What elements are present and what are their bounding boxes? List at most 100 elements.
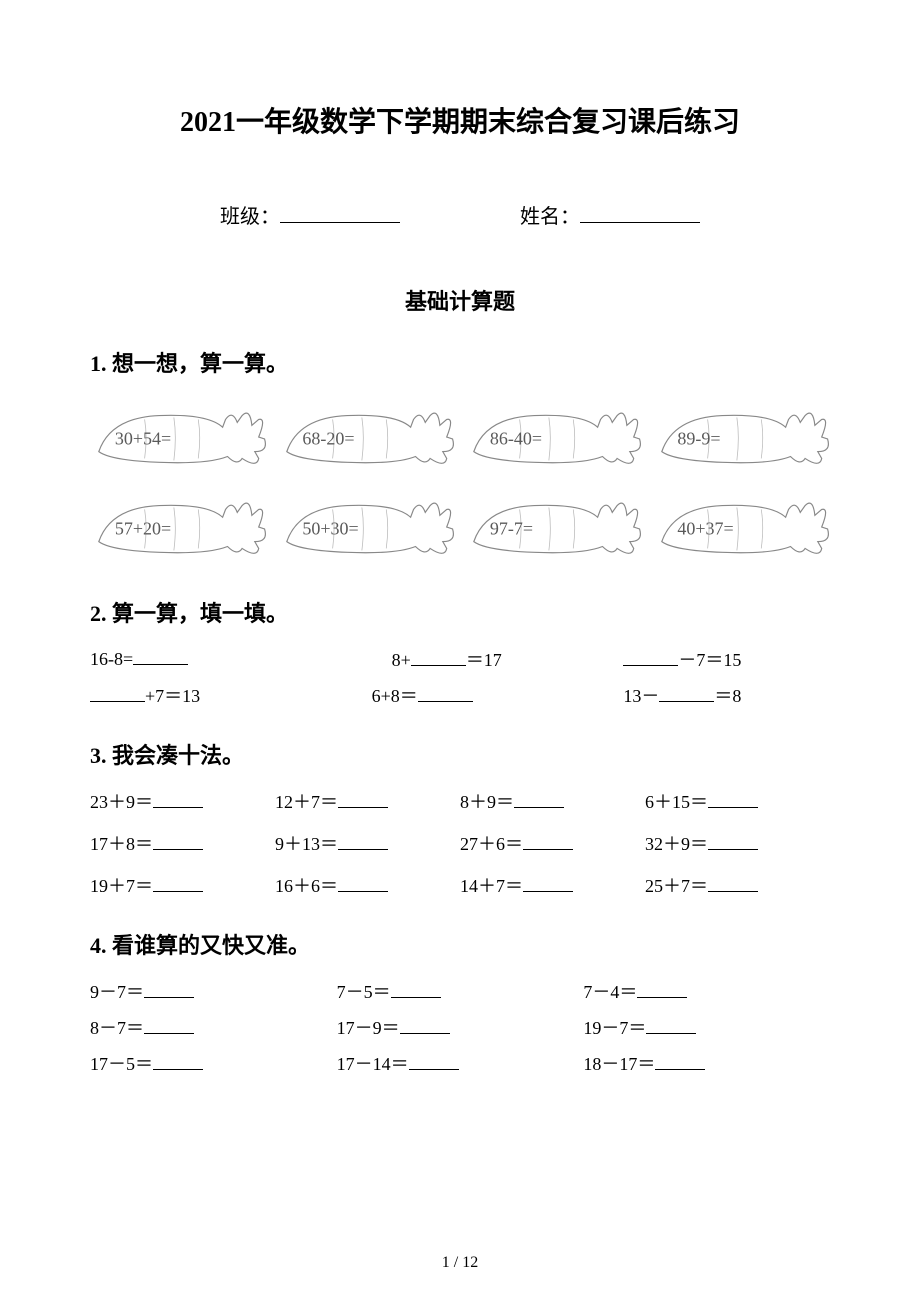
carrot-expression: 68-20= (302, 429, 354, 450)
answer-blank[interactable] (153, 873, 203, 892)
answer-blank[interactable] (153, 789, 203, 808)
page: 2021一年级数学下学期期末综合复习课后练习 班级： 姓名： 基础计算题 1. … (0, 0, 920, 1302)
answer-blank[interactable] (708, 789, 758, 808)
answer-blank[interactable] (133, 646, 188, 665)
carrot-expression: 86-40= (490, 429, 542, 450)
answer-blank[interactable] (659, 683, 714, 702)
answer-blank[interactable] (391, 979, 441, 998)
expr-pre: 13－ (623, 686, 659, 706)
expr: 18－17＝ (583, 1054, 655, 1074)
q4-grid: 9－7＝ 7－5＝ 7－4＝ 8－7＝ 17－9＝ 19－7＝ 17－5＝ 17… (90, 978, 830, 1076)
carrot-expression: 97-7= (490, 519, 533, 540)
answer-blank[interactable] (523, 831, 573, 850)
class-input-line[interactable] (280, 200, 400, 223)
expr-post: ＝8 (714, 686, 741, 706)
class-field: 班级： (220, 200, 400, 229)
answer-blank[interactable] (338, 789, 388, 808)
expr: 12＋7＝ (275, 792, 338, 812)
answer-blank[interactable] (637, 979, 687, 998)
q4-cell: 7－4＝ (583, 978, 830, 1004)
expr: 25＋7＝ (645, 876, 708, 896)
answer-blank[interactable] (418, 683, 473, 702)
answer-blank[interactable] (411, 647, 466, 666)
q4-cell: 19－7＝ (583, 1014, 830, 1040)
expr: 32＋9＝ (645, 834, 708, 854)
expr: 17＋8＝ (90, 834, 153, 854)
answer-blank[interactable] (400, 1015, 450, 1034)
answer-blank[interactable] (708, 873, 758, 892)
q3-cell: 8＋9＝ (460, 788, 645, 814)
q3-cell: 6＋15＝ (645, 788, 830, 814)
q1-grid: 30+54= 68-20= 86-40= 89-9= 57+20= 50+30=… (90, 398, 830, 566)
answer-blank[interactable] (646, 1015, 696, 1034)
q4-heading: 4. 看谁算的又快又准。 (90, 928, 830, 960)
answer-blank[interactable] (338, 831, 388, 850)
q2-cell: +7＝13 (90, 682, 337, 708)
expr: 23＋9＝ (90, 792, 153, 812)
q3-cell: 14＋7＝ (460, 872, 645, 898)
q2-heading: 2. 算一算，填一填。 (90, 596, 830, 628)
q4-cell: 17－5＝ (90, 1050, 337, 1076)
q2-grid: 16-8= 8+＝17 －7＝15 +7＝13 6+8＝ 13－＝8 (90, 646, 830, 708)
expr: 6＋15＝ (645, 792, 708, 812)
q3-cell: 23＋9＝ (90, 788, 275, 814)
carrot-item: 57+20= (90, 488, 268, 566)
section-subtitle: 基础计算题 (90, 284, 830, 316)
answer-blank[interactable] (514, 789, 564, 808)
q2-cell: －7＝15 (583, 646, 830, 672)
expr: 7－4＝ (583, 982, 637, 1002)
answer-blank[interactable] (708, 831, 758, 850)
answer-blank[interactable] (153, 1051, 203, 1070)
carrot-item: 30+54= (90, 398, 268, 476)
answer-blank[interactable] (409, 1051, 459, 1070)
expr: 17－14＝ (337, 1054, 409, 1074)
expr: 9－7＝ (90, 982, 144, 1002)
q2-cell: 6+8＝ (337, 682, 584, 708)
expr: 14＋7＝ (460, 876, 523, 896)
carrot-item: 40+37= (653, 488, 831, 566)
answer-blank[interactable] (144, 979, 194, 998)
q4-cell: 17－9＝ (337, 1014, 584, 1040)
answer-blank[interactable] (90, 683, 145, 702)
expr: 16＋6＝ (275, 876, 338, 896)
page-title: 2021一年级数学下学期期末综合复习课后练习 (90, 100, 830, 140)
answer-blank[interactable] (523, 873, 573, 892)
carrot-expression: 30+54= (115, 429, 171, 450)
expr: 19－7＝ (583, 1018, 646, 1038)
name-input-line[interactable] (580, 200, 700, 223)
answer-blank[interactable] (655, 1051, 705, 1070)
q4-cell: 8－7＝ (90, 1014, 337, 1040)
carrot-item: 97-7= (465, 488, 643, 566)
page-number: 1 / 12 (0, 1254, 920, 1272)
carrot-item: 68-20= (278, 398, 456, 476)
answer-blank[interactable] (153, 831, 203, 850)
q3-cell: 19＋7＝ (90, 872, 275, 898)
q3-grid: 23＋9＝ 12＋7＝ 8＋9＝ 6＋15＝ 17＋8＝ 9＋13＝ 27＋6＝… (90, 788, 830, 898)
carrot-item: 50+30= (278, 488, 456, 566)
expr-post: －7＝15 (678, 650, 741, 670)
q4-cell: 18－17＝ (583, 1050, 830, 1076)
expr: 8＋9＝ (460, 792, 514, 812)
q2-cell: 13－ ＝8 (583, 682, 830, 708)
name-field: 姓名： (520, 200, 700, 229)
q3-cell: 16＋6＝ (275, 872, 460, 898)
carrot-expression: 50+30= (302, 519, 358, 540)
q3-cell: 12＋7＝ (275, 788, 460, 814)
answer-blank[interactable] (623, 647, 678, 666)
carrot-item: 86-40= (465, 398, 643, 476)
name-label: 姓名： (520, 200, 580, 229)
q3-cell: 27＋6＝ (460, 830, 645, 856)
expr-pre: 8+ (392, 650, 411, 670)
q3-cell: 25＋7＝ (645, 872, 830, 898)
carrot-expression: 40+37= (677, 519, 733, 540)
q3-heading: 3. 我会凑十法。 (90, 738, 830, 770)
expr: 8－7＝ (90, 1018, 144, 1038)
expr: 9＋13＝ (275, 834, 338, 854)
answer-blank[interactable] (338, 873, 388, 892)
answer-blank[interactable] (144, 1015, 194, 1034)
q3-cell: 9＋13＝ (275, 830, 460, 856)
q4-cell: 17－14＝ (337, 1050, 584, 1076)
carrot-expression: 89-9= (677, 429, 720, 450)
expr: 17－9＝ (337, 1018, 400, 1038)
q1-heading: 1. 想一想，算一算。 (90, 346, 830, 378)
